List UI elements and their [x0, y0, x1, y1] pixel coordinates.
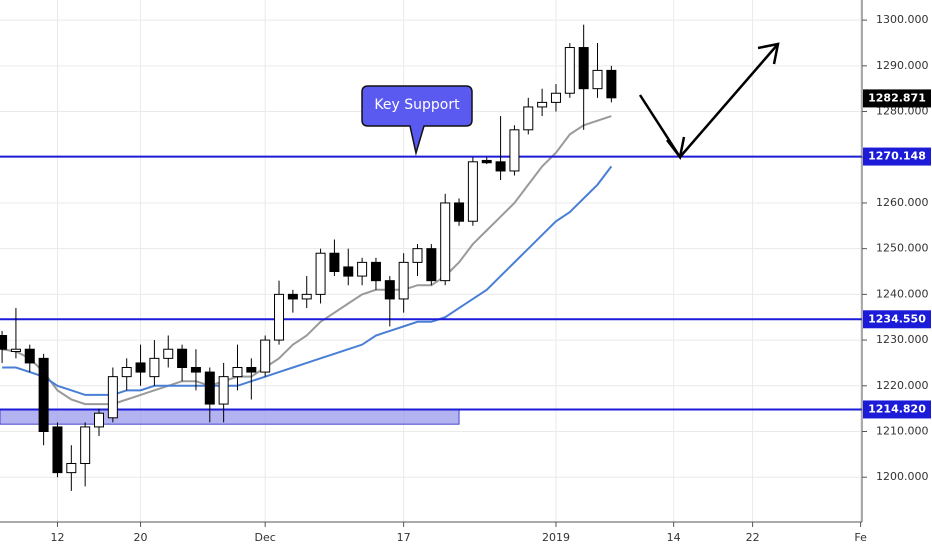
plot-area [0, 24, 862, 491]
candle-body [149, 357, 160, 378]
y-tick-label: 1200.000 [876, 470, 929, 483]
candle-body [177, 348, 188, 369]
candle-body [370, 261, 381, 282]
candle-body [66, 462, 77, 474]
candle-body [384, 280, 395, 300]
candle-body [412, 248, 423, 263]
level-label-box [863, 400, 931, 419]
moving-average [1, 115, 612, 406]
arrow-head [757, 42, 780, 65]
candle-body [606, 69, 617, 99]
candle-body [537, 101, 548, 108]
x-tick-label: Fe [854, 531, 867, 544]
candle-body [163, 348, 174, 359]
candle-body [343, 266, 354, 277]
candle-body [578, 47, 589, 90]
candle-body [246, 367, 257, 373]
candle-body [454, 202, 465, 222]
y-tick-label: 1260.000 [876, 196, 929, 209]
level-label: 1270.148 [868, 150, 926, 163]
callout-box [361, 85, 473, 156]
candle-body [260, 339, 271, 373]
candle-body [204, 371, 215, 405]
y-tick-label: 1230.000 [876, 333, 929, 346]
candle-body [467, 161, 478, 222]
candle-body [190, 367, 201, 373]
y-tick-label: 1290.000 [876, 59, 929, 72]
candle-body [24, 348, 35, 364]
candle-body [329, 252, 340, 273]
candle-body [232, 367, 243, 378]
candle-body [592, 69, 603, 90]
y-tick-label: 1220.000 [876, 379, 929, 392]
candle-body [315, 252, 326, 295]
candle-body [107, 376, 118, 419]
level-label-box [863, 310, 931, 329]
candle-body [135, 362, 146, 373]
candle-body [564, 47, 575, 94]
x-tick-label: 22 [746, 531, 760, 544]
candle-body [218, 376, 229, 405]
candle-body [509, 129, 520, 172]
y-tick-label: 1250.000 [876, 242, 929, 255]
level-label-box [863, 147, 931, 166]
arrow-head [666, 136, 686, 160]
callout-text: Key Support [374, 97, 460, 113]
y-tick-label: 1280.000 [876, 105, 929, 118]
candle-body [287, 293, 298, 300]
x-tick-label: 17 [397, 531, 411, 544]
x-tick-label: 12 [50, 531, 64, 544]
level-label: 1234.550 [868, 312, 926, 325]
candle-body [80, 426, 91, 464]
candle-body [550, 92, 561, 103]
x-tick-label: Dec [255, 531, 276, 544]
y-tick-label: 1240.000 [876, 287, 929, 300]
candle-body [0, 335, 8, 350]
candle-body [10, 348, 21, 353]
candle-body [398, 261, 409, 300]
callout: Key Support [361, 85, 473, 156]
projection-arrows [638, 42, 780, 160]
level-label: 1214.820 [868, 402, 926, 415]
candle-body [274, 293, 285, 341]
candle-body [440, 202, 451, 282]
last-price-box [863, 89, 931, 108]
candle-body [38, 357, 49, 432]
candle-body [426, 248, 437, 282]
moving-average [2, 165, 613, 396]
x-tick-label: 14 [667, 531, 681, 544]
candle-body [94, 412, 105, 428]
candle-body [301, 293, 312, 300]
arrow-path [638, 43, 779, 160]
candle-body [523, 106, 534, 131]
candle-body [52, 426, 63, 474]
y-tick-label: 1210.000 [876, 424, 929, 437]
y-tick-label: 1300.000 [876, 13, 929, 26]
candle-body [357, 261, 368, 277]
x-tick-label: 20 [134, 531, 148, 544]
candle-body [495, 161, 506, 172]
candle-body [121, 367, 132, 378]
x-tick-label: 2019 [542, 531, 570, 544]
support-zone [0, 408, 460, 425]
last-price-label: 1282.871 [868, 91, 926, 104]
candle-body [481, 159, 492, 164]
